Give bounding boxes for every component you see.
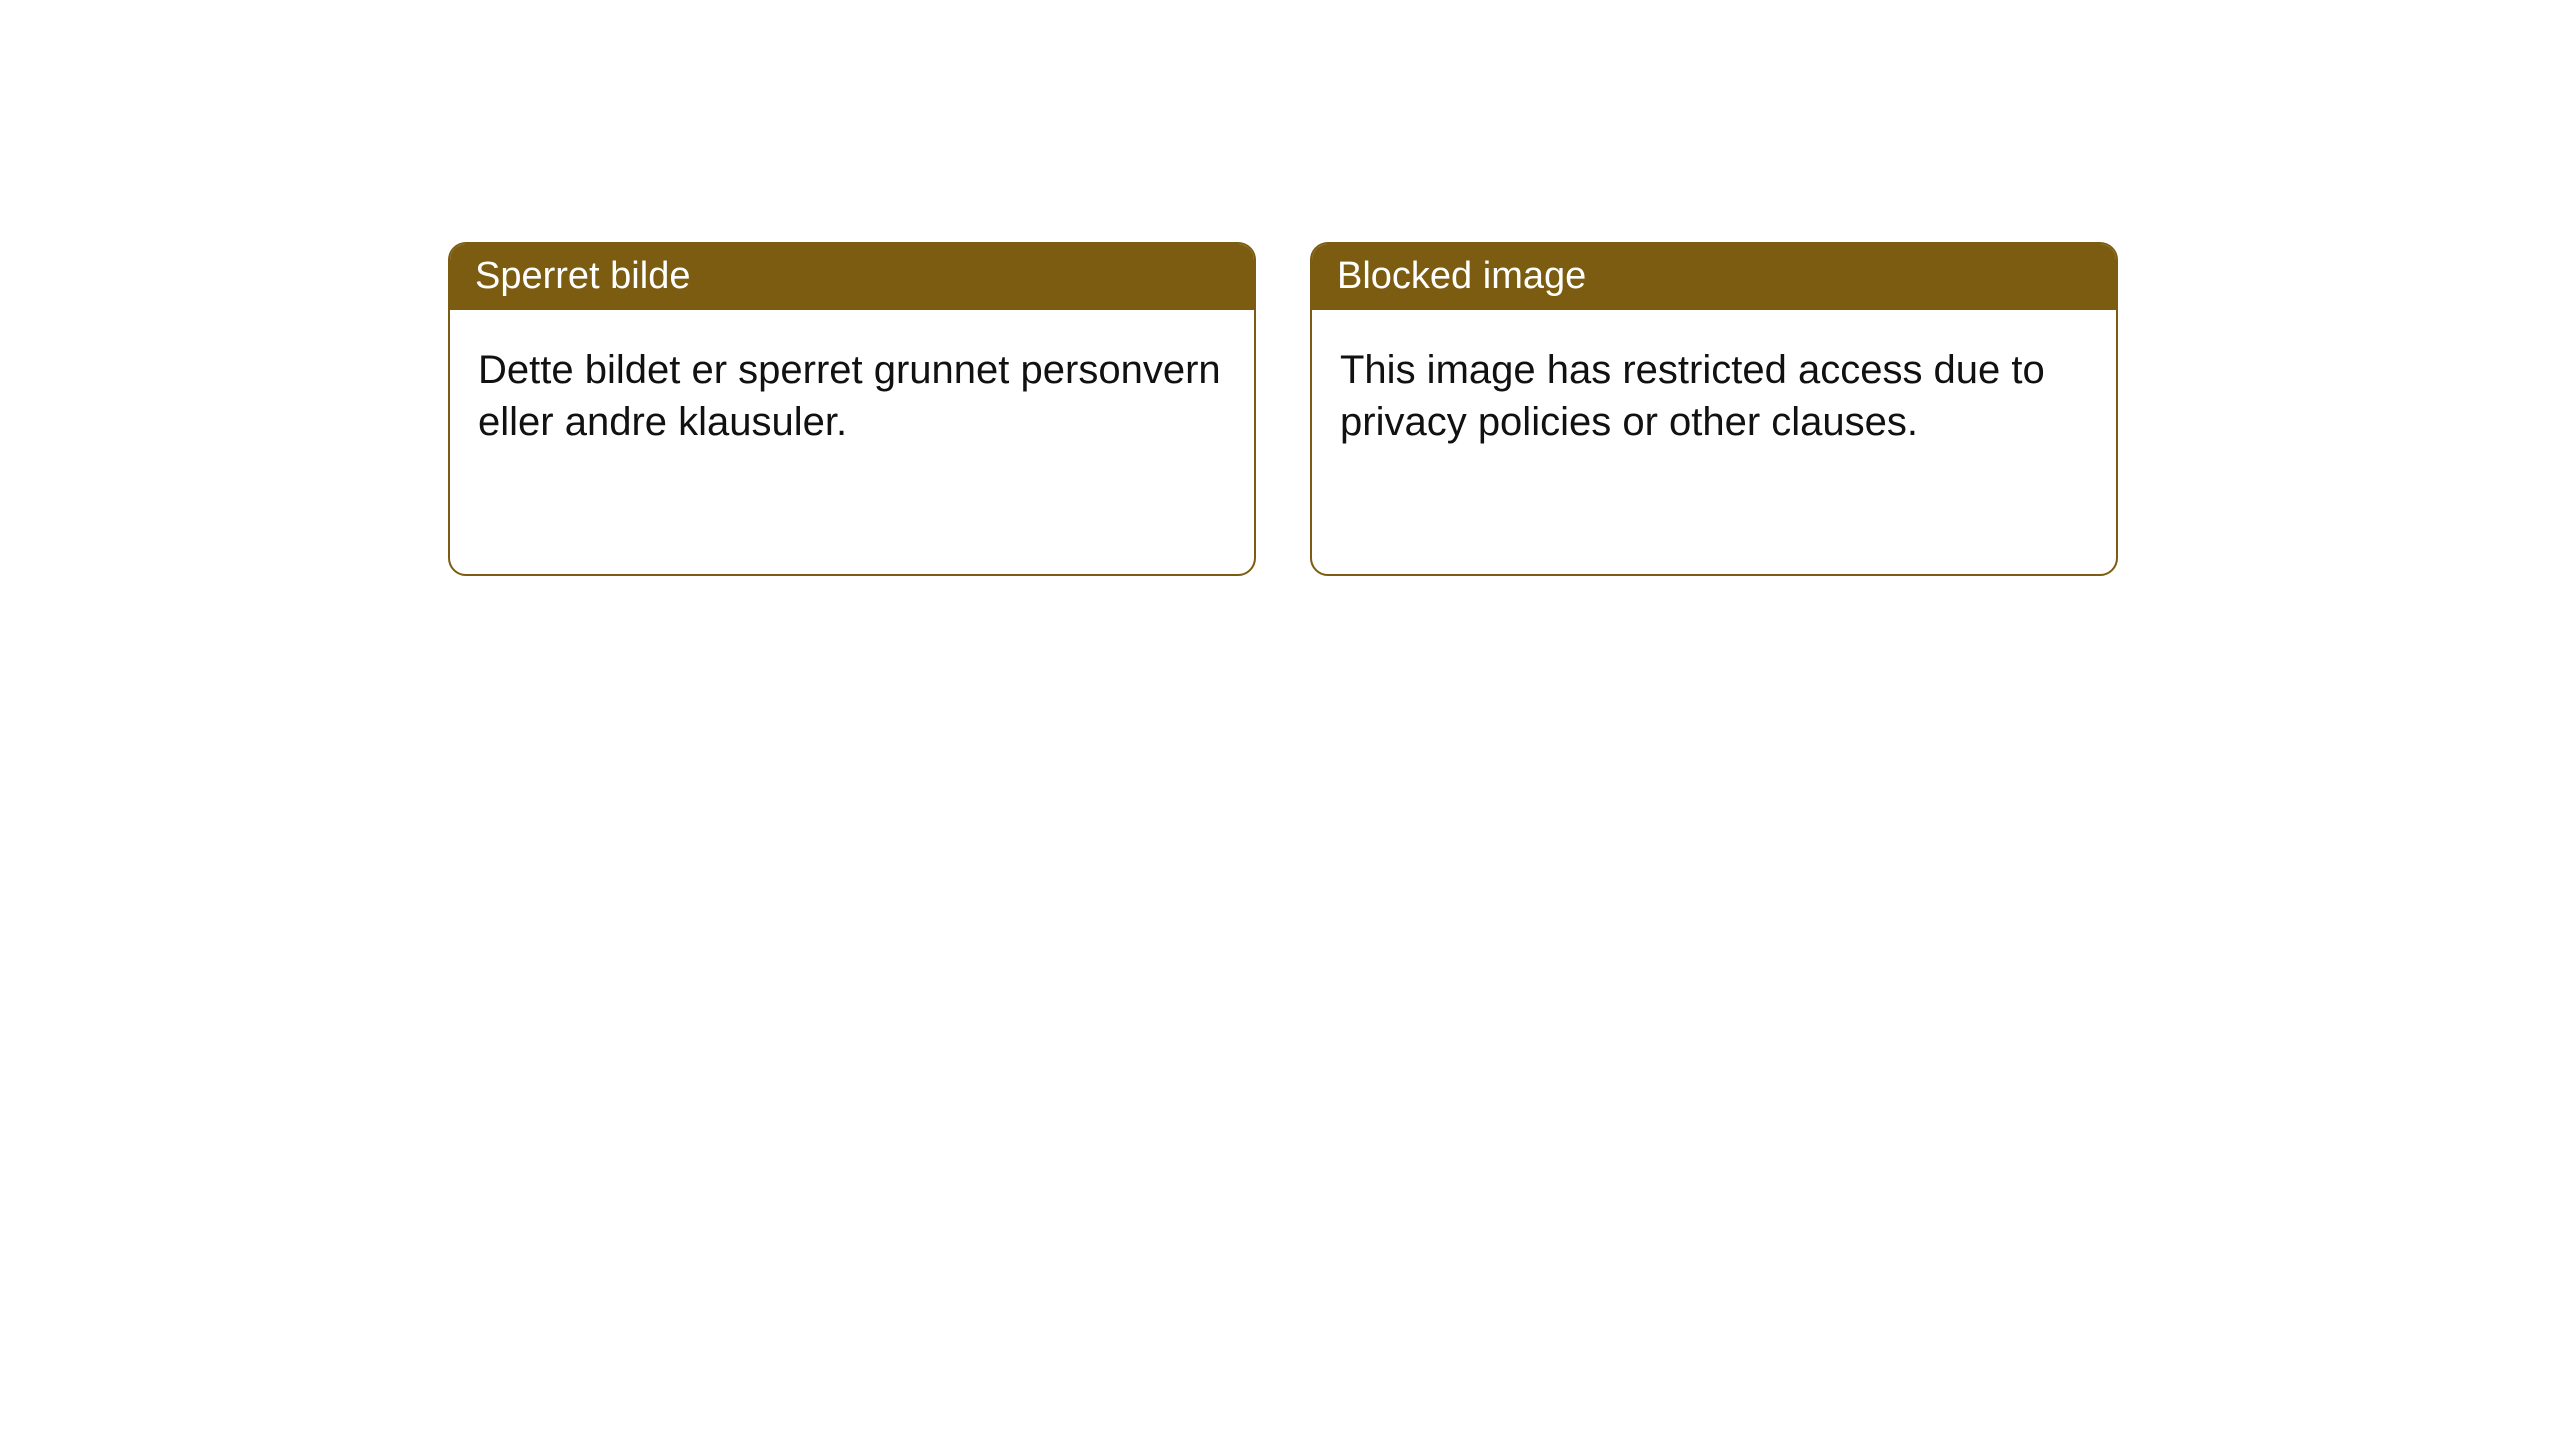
card-body: Dette bildet er sperret grunnet personve…: [450, 310, 1254, 476]
blocked-image-card-no: Sperret bilde Dette bildet er sperret gr…: [448, 242, 1256, 576]
card-header: Sperret bilde: [450, 244, 1254, 310]
blocked-image-card-en: Blocked image This image has restricted …: [1310, 242, 2118, 576]
cards-container: Sperret bilde Dette bildet er sperret gr…: [0, 0, 2560, 576]
card-body: This image has restricted access due to …: [1312, 310, 2116, 476]
card-header: Blocked image: [1312, 244, 2116, 310]
